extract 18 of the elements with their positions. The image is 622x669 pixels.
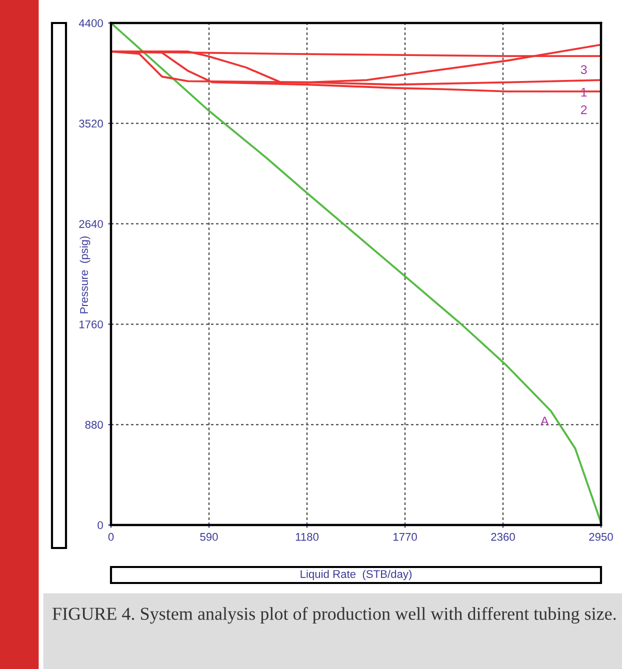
x-tick-label: 0 (108, 532, 114, 541)
y-tick-label: 2640 (79, 220, 103, 228)
y-tick-label: 1760 (79, 320, 103, 328)
y-axis-title: Pressure (psig) (80, 236, 90, 314)
x-tick-label: 1180 (296, 532, 319, 541)
annotation: 2 (581, 105, 587, 114)
annotation: A (540, 416, 549, 426)
y-tick-label: 880 (85, 420, 103, 429)
x-axis-title: Liquid Rate (STB/day) (300, 570, 412, 580)
x-tick-label: 590 (200, 532, 218, 541)
annotation: 3 (580, 65, 587, 74)
x-tick-label: 1770 (393, 532, 417, 541)
y-tick-label: 0 (98, 521, 103, 530)
caption: FIGURE 4. System analysis plot of production well with different tubing size. (52, 607, 616, 624)
x-tick-label: 2360 (491, 532, 515, 541)
y-tick-label: 4400 (78, 19, 103, 28)
x-tick-label: 2950 (589, 532, 613, 541)
y-tick-label: 3520 (79, 120, 103, 128)
